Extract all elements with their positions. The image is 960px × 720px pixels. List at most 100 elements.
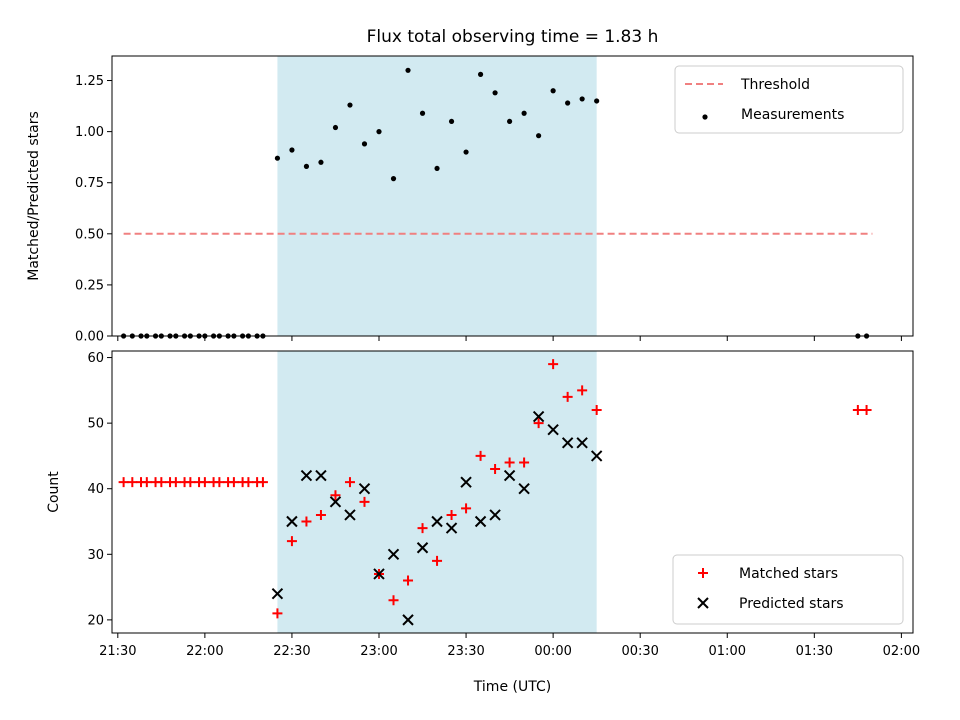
bottom-y-axis-label: Count xyxy=(46,471,62,513)
x-tick-label: 22:30 xyxy=(273,644,310,659)
matched-stars-point xyxy=(118,477,129,488)
predicted-stars-point xyxy=(489,509,501,521)
predicted-stars-point xyxy=(416,542,429,554)
matched-stars-point xyxy=(562,391,573,402)
measurement-point xyxy=(492,90,498,96)
predicted-stars-point xyxy=(460,476,472,488)
x-tick-label: 23:30 xyxy=(447,644,484,659)
matched-stars-point xyxy=(315,509,326,520)
matched-stars-point xyxy=(519,457,530,468)
matched-stars-point xyxy=(243,477,254,488)
bottom-panel: 20 30 40 50 60 21:30 22:00 22:30 23:00 23:30 00:00… xyxy=(87,350,920,659)
matched-stars-point xyxy=(446,509,457,520)
measurement-point xyxy=(376,129,382,135)
predicted-stars-point xyxy=(329,496,342,508)
measurement-point xyxy=(318,159,324,165)
predicted-stars-point xyxy=(547,423,559,436)
legend-label: Matched stars xyxy=(739,566,838,582)
legend-label: Threshold xyxy=(740,77,810,93)
matched-stars-point xyxy=(388,595,399,606)
y-tick-label: 60 xyxy=(87,351,104,366)
matched-stars-point xyxy=(214,477,225,488)
matched-stars-point xyxy=(533,418,544,429)
matched-stars-point xyxy=(861,405,872,416)
y-tick-label: 50 xyxy=(87,417,104,432)
predicted-stars-point xyxy=(445,522,458,534)
measurement-point xyxy=(579,96,585,102)
measurement-point xyxy=(594,98,600,104)
shaded-span xyxy=(277,351,597,633)
matched-stars-point xyxy=(417,523,428,534)
predicted-stars-point xyxy=(387,548,400,561)
y-tick-label: 40 xyxy=(87,482,104,497)
matched-stars-point xyxy=(403,575,414,586)
measurement-point xyxy=(419,110,426,116)
measurement-point xyxy=(332,124,339,131)
measurement-point xyxy=(361,141,368,147)
matched-stars-point xyxy=(344,477,355,488)
predicted-stars-point xyxy=(518,483,530,495)
measurement-point xyxy=(550,88,556,94)
measurement-point xyxy=(274,155,281,161)
predicted-stars-point xyxy=(402,614,414,626)
legend-label: Measurements xyxy=(741,107,844,123)
measurement-point xyxy=(565,100,571,106)
predicted-stars-point xyxy=(358,483,371,495)
predicted-stars-point xyxy=(431,515,443,528)
predicted-stars-point xyxy=(373,568,385,580)
top-legend: Threshold Measurements xyxy=(674,65,904,134)
measurement-point xyxy=(506,118,513,125)
measurement-point xyxy=(303,163,310,169)
legend-measurement-swatch xyxy=(702,114,708,120)
matched-stars-point xyxy=(257,477,268,488)
legend-box xyxy=(672,554,904,625)
matched-stars-point xyxy=(490,464,501,475)
legend-predicted-swatch xyxy=(697,597,709,609)
measurement-point xyxy=(477,71,484,77)
legend-matched-swatch xyxy=(698,568,708,578)
matched-stars-point xyxy=(199,477,210,488)
matched-stars-point xyxy=(141,477,152,488)
matched-stars-point xyxy=(591,405,602,416)
predicted-stars-point xyxy=(503,469,516,482)
measurement-point xyxy=(390,176,397,182)
legend-label: Predicted stars xyxy=(739,596,844,612)
matched-stars-point xyxy=(156,477,167,488)
x-tick-label: 22:00 xyxy=(186,644,223,659)
measurement-point xyxy=(289,147,295,153)
x-tick-label: 00:00 xyxy=(534,644,571,659)
measurement-point xyxy=(405,67,411,73)
matched-stars-point xyxy=(170,477,181,488)
matched-stars-point xyxy=(504,457,515,468)
predicted-stars-point xyxy=(532,410,545,423)
legend-box xyxy=(674,65,904,134)
matched-stars-point xyxy=(127,477,138,488)
y-tick-label: 0.00 xyxy=(75,330,104,345)
matched-stars-point xyxy=(228,477,239,488)
matched-stars-point xyxy=(286,536,297,547)
y-tick-label: 30 xyxy=(87,548,104,563)
measurement-point xyxy=(536,133,542,139)
matched-stars-point xyxy=(432,555,443,566)
plot-frame xyxy=(111,55,914,337)
shaded-span xyxy=(277,56,597,336)
predicted-stars-point xyxy=(271,587,284,600)
measurement-point xyxy=(463,149,469,155)
y-tick-label: 0.25 xyxy=(75,278,104,293)
measurement-point xyxy=(347,102,353,108)
x-tick-label: 23:00 xyxy=(360,644,397,659)
y-tick-label: 20 xyxy=(87,613,104,628)
x-tick-label: 01:30 xyxy=(796,644,833,659)
y-tick-label: 0.50 xyxy=(75,227,104,242)
predicted-stars-point xyxy=(286,515,298,528)
top-panel: 0.00 0.25 0.50 0.75 1.00 1.25 xyxy=(75,55,914,345)
chart-title: Flux total observing time = 1.83 h xyxy=(367,27,659,47)
matched-stars-point xyxy=(577,385,588,396)
x-tick-label: 02:00 xyxy=(883,644,920,659)
y-tick-label: 1.25 xyxy=(75,74,104,89)
matched-stars-point xyxy=(272,608,283,619)
predicted-stars-point xyxy=(344,509,356,521)
x-tick-label: 00:30 xyxy=(621,644,658,659)
matched-stars-point xyxy=(301,516,312,527)
